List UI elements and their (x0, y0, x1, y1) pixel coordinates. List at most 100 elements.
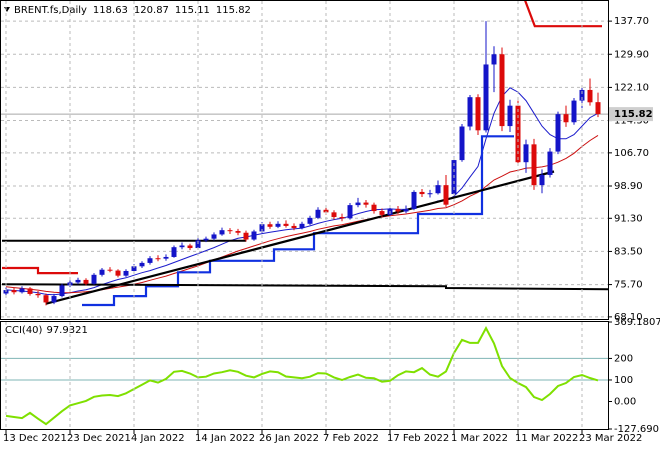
candle-body (267, 224, 273, 227)
candle-body (531, 144, 537, 186)
candle-body (579, 89, 585, 101)
candle-body (19, 288, 25, 293)
candle-body (131, 266, 137, 271)
candle-body (483, 64, 489, 131)
candle-body (563, 114, 569, 123)
x-tick-label: 23 Mar 2022 (579, 433, 642, 444)
ohlc-value: 115.82 (216, 5, 251, 16)
x-tick-label: 13 Dec 2021 (3, 433, 67, 444)
candle-body (307, 217, 313, 224)
candle-body (147, 258, 153, 263)
candle-body (83, 279, 89, 284)
y-tick-label: 100 (614, 375, 633, 386)
overlay-line (524, 1, 602, 28)
candle-body (443, 185, 449, 205)
candle-body (523, 144, 529, 163)
x-tick-label: 1 Mar 2022 (451, 433, 508, 444)
candle-body (139, 262, 145, 267)
candle-body (283, 223, 289, 226)
candle-body (347, 205, 353, 219)
candle-body (27, 288, 33, 294)
y-tick-label: 106.70 (614, 148, 649, 159)
candle-body (379, 211, 385, 215)
candle-body (11, 290, 17, 293)
candle-body (259, 224, 265, 232)
candle-body (115, 270, 121, 276)
indicator-value: 97.9321 (46, 325, 87, 336)
candle-body (251, 231, 257, 240)
candle-body (475, 97, 481, 131)
price-pane (1, 1, 608, 318)
candle-body (195, 240, 201, 249)
x-tick-label: 7 Feb 2022 (323, 433, 379, 444)
y-tick-label: 129.90 (614, 49, 649, 60)
candle-body (339, 217, 345, 219)
candle-body (163, 256, 169, 259)
candle-body (91, 274, 97, 284)
price-frame (0, 0, 609, 320)
chart-title: BRENT.fs,Daily 118.63 120.87 115.11 115.82 (14, 5, 251, 16)
candle-body (35, 293, 41, 296)
candle-body (227, 230, 233, 232)
candle-body (235, 231, 241, 233)
ohlc-value: 118.63 (93, 5, 128, 16)
x-tick-label: 17 Feb 2022 (387, 433, 449, 444)
candle-body (539, 174, 545, 186)
candle-body (43, 295, 49, 303)
y-tick-label: 369.1807 (614, 317, 660, 328)
candle-body (427, 193, 433, 195)
candle-body (363, 202, 369, 205)
price-label: 115.82 (614, 109, 653, 120)
candle-body (571, 100, 577, 123)
symbol: BRENT.fs,Daily (14, 5, 87, 16)
price-label-box (609, 107, 653, 122)
candle-body (587, 89, 593, 103)
y-tick-label: 98.90 (614, 181, 643, 192)
x-tick-label: 4 Jan 2022 (131, 433, 185, 444)
indicator-title: CCI(40) 97.9321 (5, 325, 88, 336)
candle-body (179, 245, 185, 248)
overlay-line (82, 135, 514, 307)
overlay-line (2, 266, 78, 275)
candle-body (123, 270, 129, 276)
candle-body (411, 191, 417, 209)
candle-body (99, 269, 105, 275)
candle-body (507, 105, 513, 127)
candle-body (419, 191, 425, 195)
candle-body (155, 258, 161, 260)
candle-body (75, 279, 81, 283)
candle-body (315, 209, 321, 218)
cci-frame (0, 321, 609, 430)
ohlc-value: 120.87 (134, 5, 169, 16)
y-tick-label: 137.70 (614, 16, 649, 27)
y-tick-label: -127.690 (614, 424, 659, 435)
candle-body (467, 97, 473, 127)
y-tick-label: 68.10 (614, 312, 643, 323)
candle-body (51, 296, 57, 303)
candle-body (555, 114, 561, 152)
x-tick-label: 14 Jan 2022 (195, 433, 255, 444)
candle-body (299, 223, 305, 229)
candle-body (187, 245, 193, 249)
y-tick-label: 200 (614, 353, 633, 364)
cci-line (5, 325, 599, 426)
y-tick-label: 122.10 (614, 82, 649, 93)
y-tick-label: 91.30 (614, 213, 643, 224)
overlay-line (45, 170, 555, 305)
x-tick-label: 11 Mar 2022 (515, 433, 578, 444)
cci-pane (1, 325, 608, 426)
candle-body (395, 208, 401, 212)
candle-body (211, 234, 217, 239)
y-tick-label: 83.50 (614, 246, 643, 257)
candle-body (59, 285, 65, 297)
y-tick-label: 0.00 (614, 397, 636, 408)
candle-body (291, 225, 297, 229)
candle-body (355, 202, 361, 206)
candle-body (547, 151, 553, 175)
candle-body (203, 238, 209, 241)
candle-body (499, 54, 505, 127)
candle-body (403, 208, 409, 212)
candle-body (243, 232, 249, 240)
